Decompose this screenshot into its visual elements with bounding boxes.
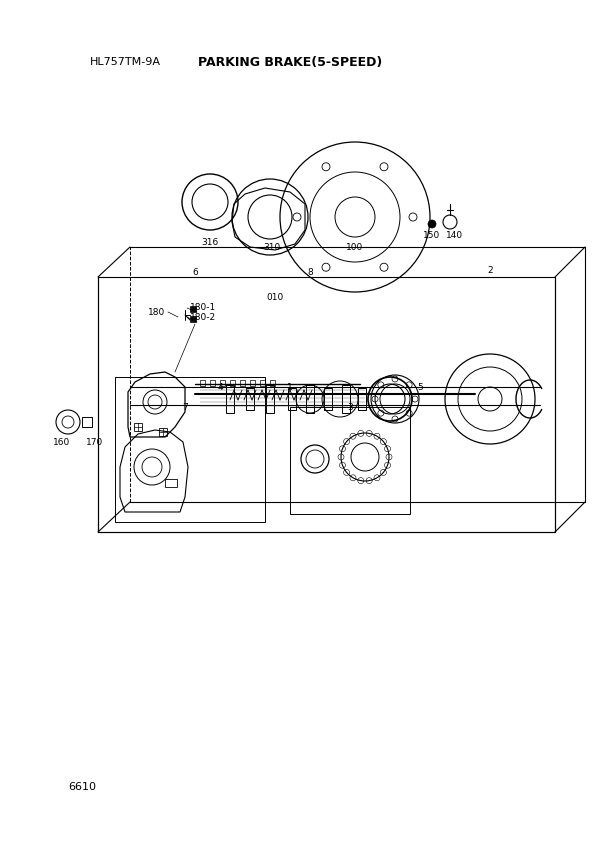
Bar: [210, 380, 215, 386]
Bar: [82, 417, 92, 427]
Text: 010: 010: [267, 292, 284, 301]
Bar: [134, 423, 142, 431]
Bar: [200, 380, 205, 386]
Text: HL757TM-9A: HL757TM-9A: [90, 57, 161, 67]
Text: 180: 180: [148, 307, 165, 317]
Circle shape: [428, 220, 436, 228]
Text: 150: 150: [424, 231, 441, 239]
Text: 2: 2: [487, 265, 493, 274]
Bar: [324, 388, 332, 410]
Bar: [250, 380, 255, 386]
Text: 180-1: 180-1: [190, 302, 216, 312]
Text: 1: 1: [287, 382, 293, 392]
Text: 140: 140: [446, 231, 464, 239]
Text: 7: 7: [182, 402, 188, 412]
Bar: [220, 380, 225, 386]
Bar: [358, 388, 366, 410]
Text: 180-2: 180-2: [190, 312, 216, 322]
Bar: [260, 380, 265, 386]
Bar: [246, 388, 254, 410]
Bar: [266, 385, 274, 413]
Text: 8: 8: [307, 268, 313, 276]
Text: 310: 310: [264, 242, 281, 252]
Bar: [165, 479, 177, 487]
Bar: [190, 306, 196, 312]
Bar: [240, 380, 245, 386]
Bar: [306, 385, 314, 413]
Text: 316: 316: [201, 237, 218, 247]
Text: PARKING BRAKE(5-SPEED): PARKING BRAKE(5-SPEED): [198, 56, 382, 68]
Bar: [342, 385, 350, 413]
Text: 3: 3: [347, 402, 353, 412]
Text: 5: 5: [417, 382, 423, 392]
Bar: [159, 428, 167, 436]
Text: 4: 4: [217, 382, 223, 392]
Bar: [230, 380, 235, 386]
Bar: [270, 380, 275, 386]
Text: 6610: 6610: [68, 782, 96, 792]
Bar: [288, 388, 296, 410]
Text: 160: 160: [54, 438, 71, 446]
Text: 170: 170: [86, 438, 104, 446]
Bar: [226, 385, 234, 413]
Bar: [190, 316, 196, 322]
Text: 100: 100: [346, 242, 364, 252]
Text: 6: 6: [192, 268, 198, 276]
